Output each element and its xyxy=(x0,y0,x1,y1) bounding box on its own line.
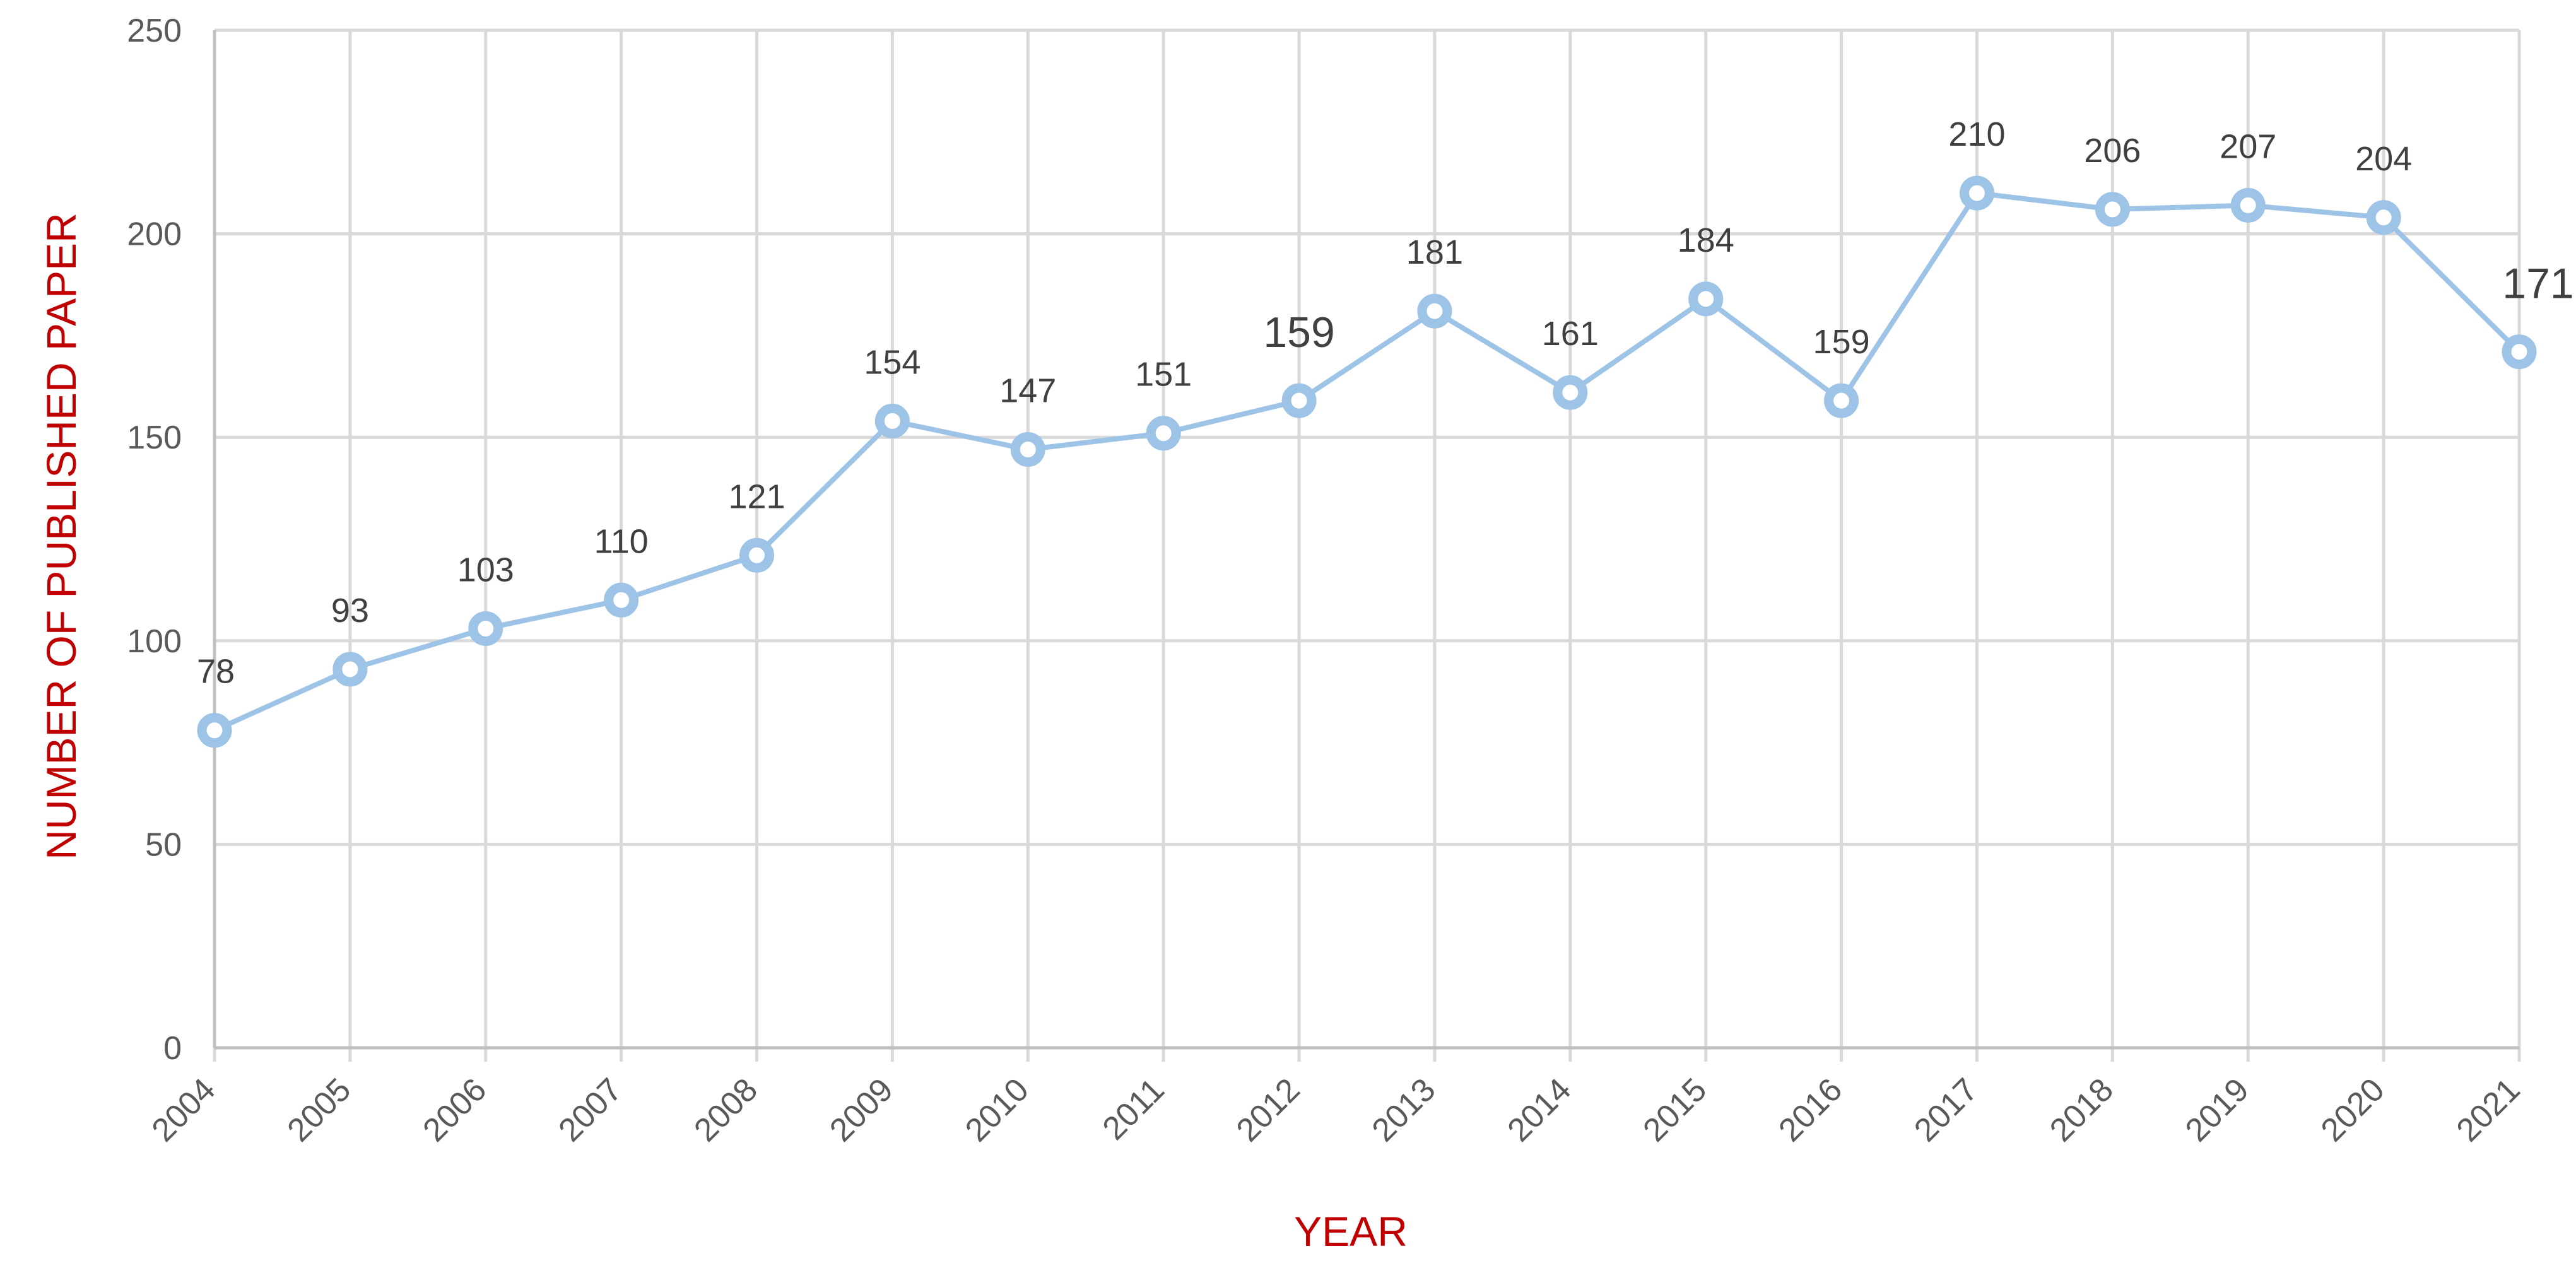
data-point-marker xyxy=(2366,200,2401,235)
x-tick-label: 2011 xyxy=(1096,1071,1172,1147)
data-label: 159 xyxy=(1813,323,1870,361)
data-point-marker xyxy=(1146,416,1181,451)
y-axis-ticks: 0 50 100 150 200 250 xyxy=(127,13,182,1067)
data-point-marker xyxy=(2502,334,2537,370)
data-label: 171 xyxy=(2502,260,2573,308)
x-tick-label: 2016 xyxy=(1772,1071,1849,1149)
data-point-marker xyxy=(2095,192,2130,227)
data-point-marker xyxy=(1824,383,1859,418)
data-label: 181 xyxy=(1406,233,1463,271)
x-tick-label: 2015 xyxy=(1636,1071,1714,1149)
data-labels: 78 93 103 110 121 154 147 151 159 181 161 184 159 210… xyxy=(197,115,2574,691)
x-tick-label: 2004 xyxy=(145,1071,223,1149)
data-point-marker xyxy=(739,537,775,573)
data-label: 103 xyxy=(457,551,514,589)
data-point-marker xyxy=(1010,432,1045,467)
data-point-marker xyxy=(1281,383,1317,418)
y-tick-label: 50 xyxy=(145,826,182,863)
x-tick-label: 2021 xyxy=(2450,1071,2527,1149)
y-tick-label: 0 xyxy=(163,1030,182,1067)
data-label: 210 xyxy=(1948,115,2005,153)
series-group xyxy=(197,175,2537,748)
data-point-marker xyxy=(468,611,503,646)
x-tick-label: 2008 xyxy=(687,1071,765,1149)
series-line xyxy=(213,191,2521,733)
y-tick-label: 250 xyxy=(127,13,182,49)
data-point-marker xyxy=(604,582,639,618)
data-label: 207 xyxy=(2220,127,2276,165)
data-point-marker xyxy=(197,713,232,748)
data-label: 206 xyxy=(2084,132,2141,170)
data-label: 154 xyxy=(864,343,920,381)
data-label: 151 xyxy=(1135,356,1192,394)
x-axis-title: YEAR xyxy=(1294,1208,1408,1255)
x-tick-label: 2005 xyxy=(281,1071,358,1149)
x-tick-label: 2009 xyxy=(823,1071,900,1149)
x-axis-ticks: 2004 2005 2006 2007 2008 2009 2010 2011 2012 2013… xyxy=(145,1071,2527,1149)
data-point-marker xyxy=(1553,375,1588,410)
axes xyxy=(213,30,2519,1050)
data-label: 147 xyxy=(999,372,1056,410)
data-label: 78 xyxy=(197,653,235,691)
y-axis-title: NUMBER OF PUBLISHED PAPER xyxy=(38,213,85,860)
data-point-marker xyxy=(2230,187,2266,223)
y-tick-label: 150 xyxy=(127,419,182,456)
data-point-marker xyxy=(1688,281,1724,317)
data-label: 93 xyxy=(331,592,369,630)
x-tick-label: 2018 xyxy=(2043,1071,2120,1149)
data-label: 184 xyxy=(1678,221,1734,259)
y-tick-label: 100 xyxy=(127,623,182,660)
x-tick-label: 2007 xyxy=(551,1071,629,1149)
data-point-marker xyxy=(1959,175,1994,211)
data-label: 204 xyxy=(2355,140,2412,178)
data-label: 161 xyxy=(1542,315,1599,353)
data-point-marker xyxy=(874,403,910,438)
x-tick-label: 2019 xyxy=(2179,1071,2256,1149)
x-tick-label: 2014 xyxy=(1501,1071,1579,1149)
data-point-marker xyxy=(1417,293,1452,329)
y-tick-label: 200 xyxy=(127,216,182,253)
x-tick-label: 2010 xyxy=(958,1071,1036,1149)
data-label: 121 xyxy=(728,478,785,515)
x-tick-label: 2020 xyxy=(2314,1071,2392,1149)
x-tick-label: 2012 xyxy=(1230,1071,1307,1149)
data-label: 110 xyxy=(594,522,649,560)
gridlines xyxy=(213,28,2521,1062)
x-tick-label: 2013 xyxy=(1365,1071,1443,1149)
data-label: 159 xyxy=(1263,308,1334,356)
x-tick-label: 2006 xyxy=(416,1071,494,1149)
data-point-marker xyxy=(332,652,368,687)
x-tick-label: 2017 xyxy=(1907,1071,1985,1149)
